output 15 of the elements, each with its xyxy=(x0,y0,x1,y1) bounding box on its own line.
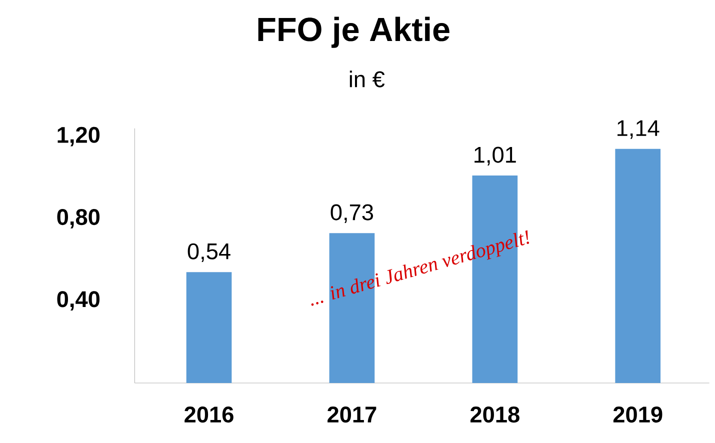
y-tick-label: 1,20 xyxy=(58,126,100,146)
x-tick-label: 2019 xyxy=(613,406,662,423)
data-label: 0,73 xyxy=(330,204,374,224)
bar xyxy=(186,272,232,383)
chart-subtitle: in € xyxy=(350,70,385,88)
y-tick-label: 0,40 xyxy=(57,291,100,311)
y-tick-label: 0,80 xyxy=(57,209,100,228)
data-label: 0,54 xyxy=(188,243,230,262)
data-label: 1,14 xyxy=(618,120,660,139)
x-tick-label: 2016 xyxy=(184,406,234,423)
x-tick-label: 2018 xyxy=(470,406,520,423)
chart-title: FFO je Aktie xyxy=(258,16,450,48)
bar xyxy=(615,148,661,383)
data-label: 1,01 xyxy=(474,146,516,166)
x-tick-label: 2017 xyxy=(328,406,376,423)
